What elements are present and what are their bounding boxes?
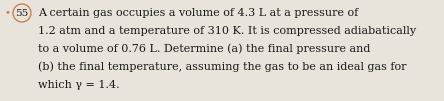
Text: to a volume of 0.76 L. Determine (a) the final pressure and: to a volume of 0.76 L. Determine (a) the… — [38, 44, 370, 54]
Text: 1.2 atm and a temperature of 310 K. It is compressed adiabatically: 1.2 atm and a temperature of 310 K. It i… — [38, 26, 416, 36]
Text: 55: 55 — [16, 8, 28, 17]
Text: A certain gas occupies a volume of 4.3 L at a pressure of: A certain gas occupies a volume of 4.3 L… — [38, 8, 358, 18]
Circle shape — [13, 4, 31, 22]
Text: •: • — [4, 8, 10, 17]
Text: which γ = 1.4.: which γ = 1.4. — [38, 80, 119, 90]
Text: (b) the final temperature, assuming the gas to be an ideal gas for: (b) the final temperature, assuming the … — [38, 62, 407, 72]
